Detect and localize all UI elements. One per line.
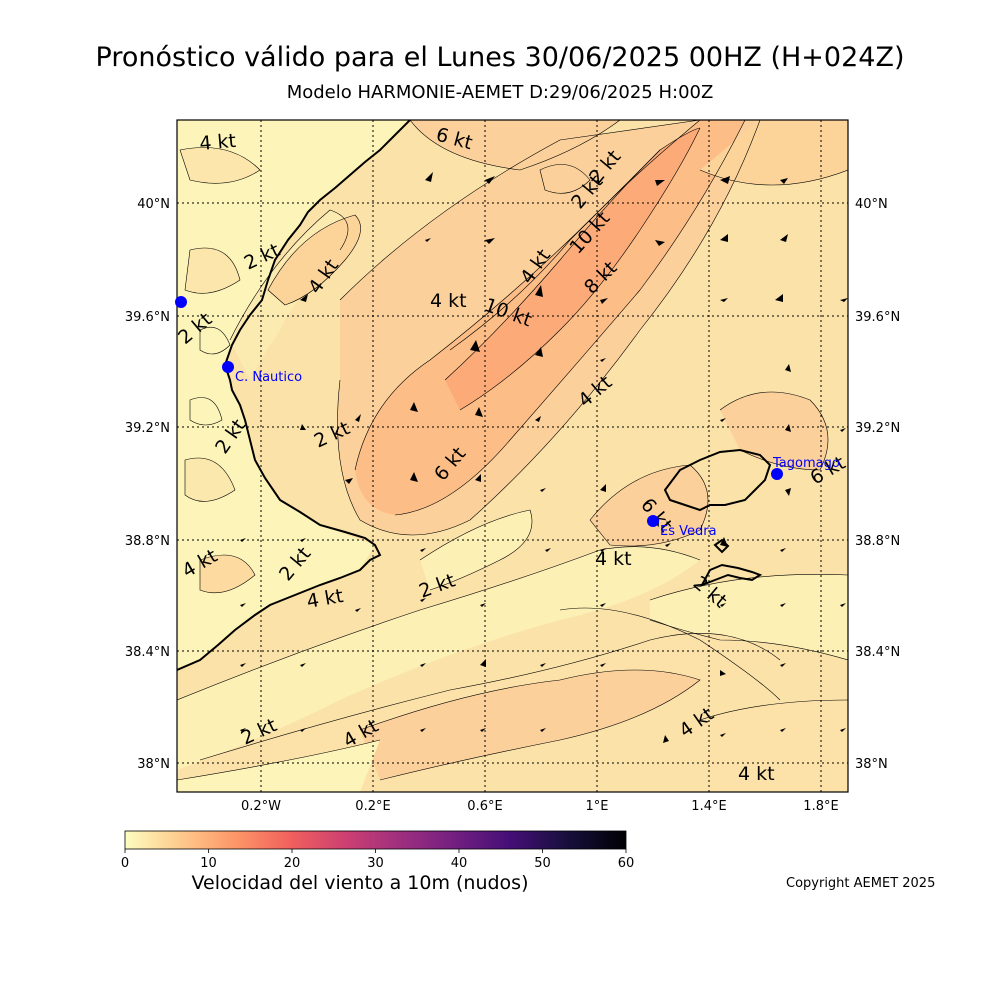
colorbar-tick: 50 — [534, 856, 551, 871]
lat-tick-label: 39.6°N — [855, 310, 900, 325]
lon-tick-label: 1.8°E — [803, 799, 838, 814]
lon-tick-label: 0.6°E — [467, 799, 502, 814]
colorbar-tick: 40 — [451, 856, 468, 871]
colorbar-tick: 0 — [121, 856, 129, 871]
lon-tick-labels: 0.2°W 0.2°E 0.6°E 1°E 1.4°E 1.8°E — [241, 799, 839, 814]
colorbar-tick: 10 — [200, 856, 217, 871]
colorbar-tick: 60 — [618, 856, 635, 871]
station-marker-c-nautico[interactable] — [222, 361, 234, 373]
lat-tick-label: 38.4°N — [125, 645, 170, 660]
lon-tick-label: 0.2°W — [241, 799, 281, 814]
lat-tick-label: 39.2°N — [125, 421, 170, 436]
copyright: Copyright AEMET 2025 — [786, 876, 936, 891]
lat-tick-labels-right: 40°N 39.6°N 39.2°N 38.8°N 38.4°N 38°N — [855, 197, 900, 772]
lon-tick-label: 0.2°E — [355, 799, 390, 814]
wind-arrows — [240, 172, 848, 743]
station-marker-unnamed[interactable] — [175, 296, 187, 308]
stations: C. Nautico Tagomago Es Vedra — [175, 296, 840, 539]
contour-label: 4 kt — [199, 130, 237, 155]
lat-tick-label: 40°N — [137, 197, 170, 212]
station-marker-es-vedra[interactable] — [647, 515, 659, 527]
lat-tick-label: 38.8°N — [855, 534, 900, 549]
lon-tick-label: 1.4°E — [691, 799, 726, 814]
station-label-c-nautico: C. Nautico — [235, 370, 302, 385]
station-label-tagomago: Tagomago — [772, 456, 840, 471]
lon-tick-label: 1°E — [586, 799, 609, 814]
lat-tick-label: 38.4°N — [855, 645, 900, 660]
station-label-es-vedra: Es Vedra — [660, 524, 717, 539]
map-frame — [176, 119, 849, 793]
map-title: Pronóstico válido para el Lunes 30/06/20… — [95, 42, 905, 73]
lat-tick-label: 38°N — [137, 757, 170, 772]
lat-tick-label: 40°N — [855, 197, 888, 212]
colorbar-tick: 30 — [367, 856, 384, 871]
contour-label: 4 kt — [430, 290, 467, 312]
contour-label: 4 kt — [595, 548, 632, 570]
graticule — [177, 120, 848, 792]
colorbar-gradient — [124, 830, 627, 850]
wind-contours — [177, 120, 848, 781]
colorbar: 0 10 20 30 40 50 60 — [121, 830, 635, 871]
lat-tick-label: 39.6°N — [125, 310, 170, 325]
lat-tick-label: 38°N — [855, 757, 888, 772]
wind-field — [177, 120, 848, 792]
contour-label: 4 kt — [738, 763, 775, 785]
lat-tick-label: 38.8°N — [125, 534, 170, 549]
lat-tick-labels-left: 40°N 39.6°N 39.2°N 38.8°N 38.4°N 38°N — [125, 197, 170, 772]
colorbar-label: Velocidad del viento a 10m (nudos) — [191, 872, 529, 894]
station-marker-tagomago[interactable] — [771, 468, 783, 480]
coastlines — [177, 120, 772, 671]
lat-tick-label: 39.2°N — [855, 421, 900, 436]
colorbar-tick: 20 — [284, 856, 301, 871]
map-subtitle: Modelo HARMONIE-AEMET D:29/06/2025 H:00Z — [286, 82, 714, 103]
